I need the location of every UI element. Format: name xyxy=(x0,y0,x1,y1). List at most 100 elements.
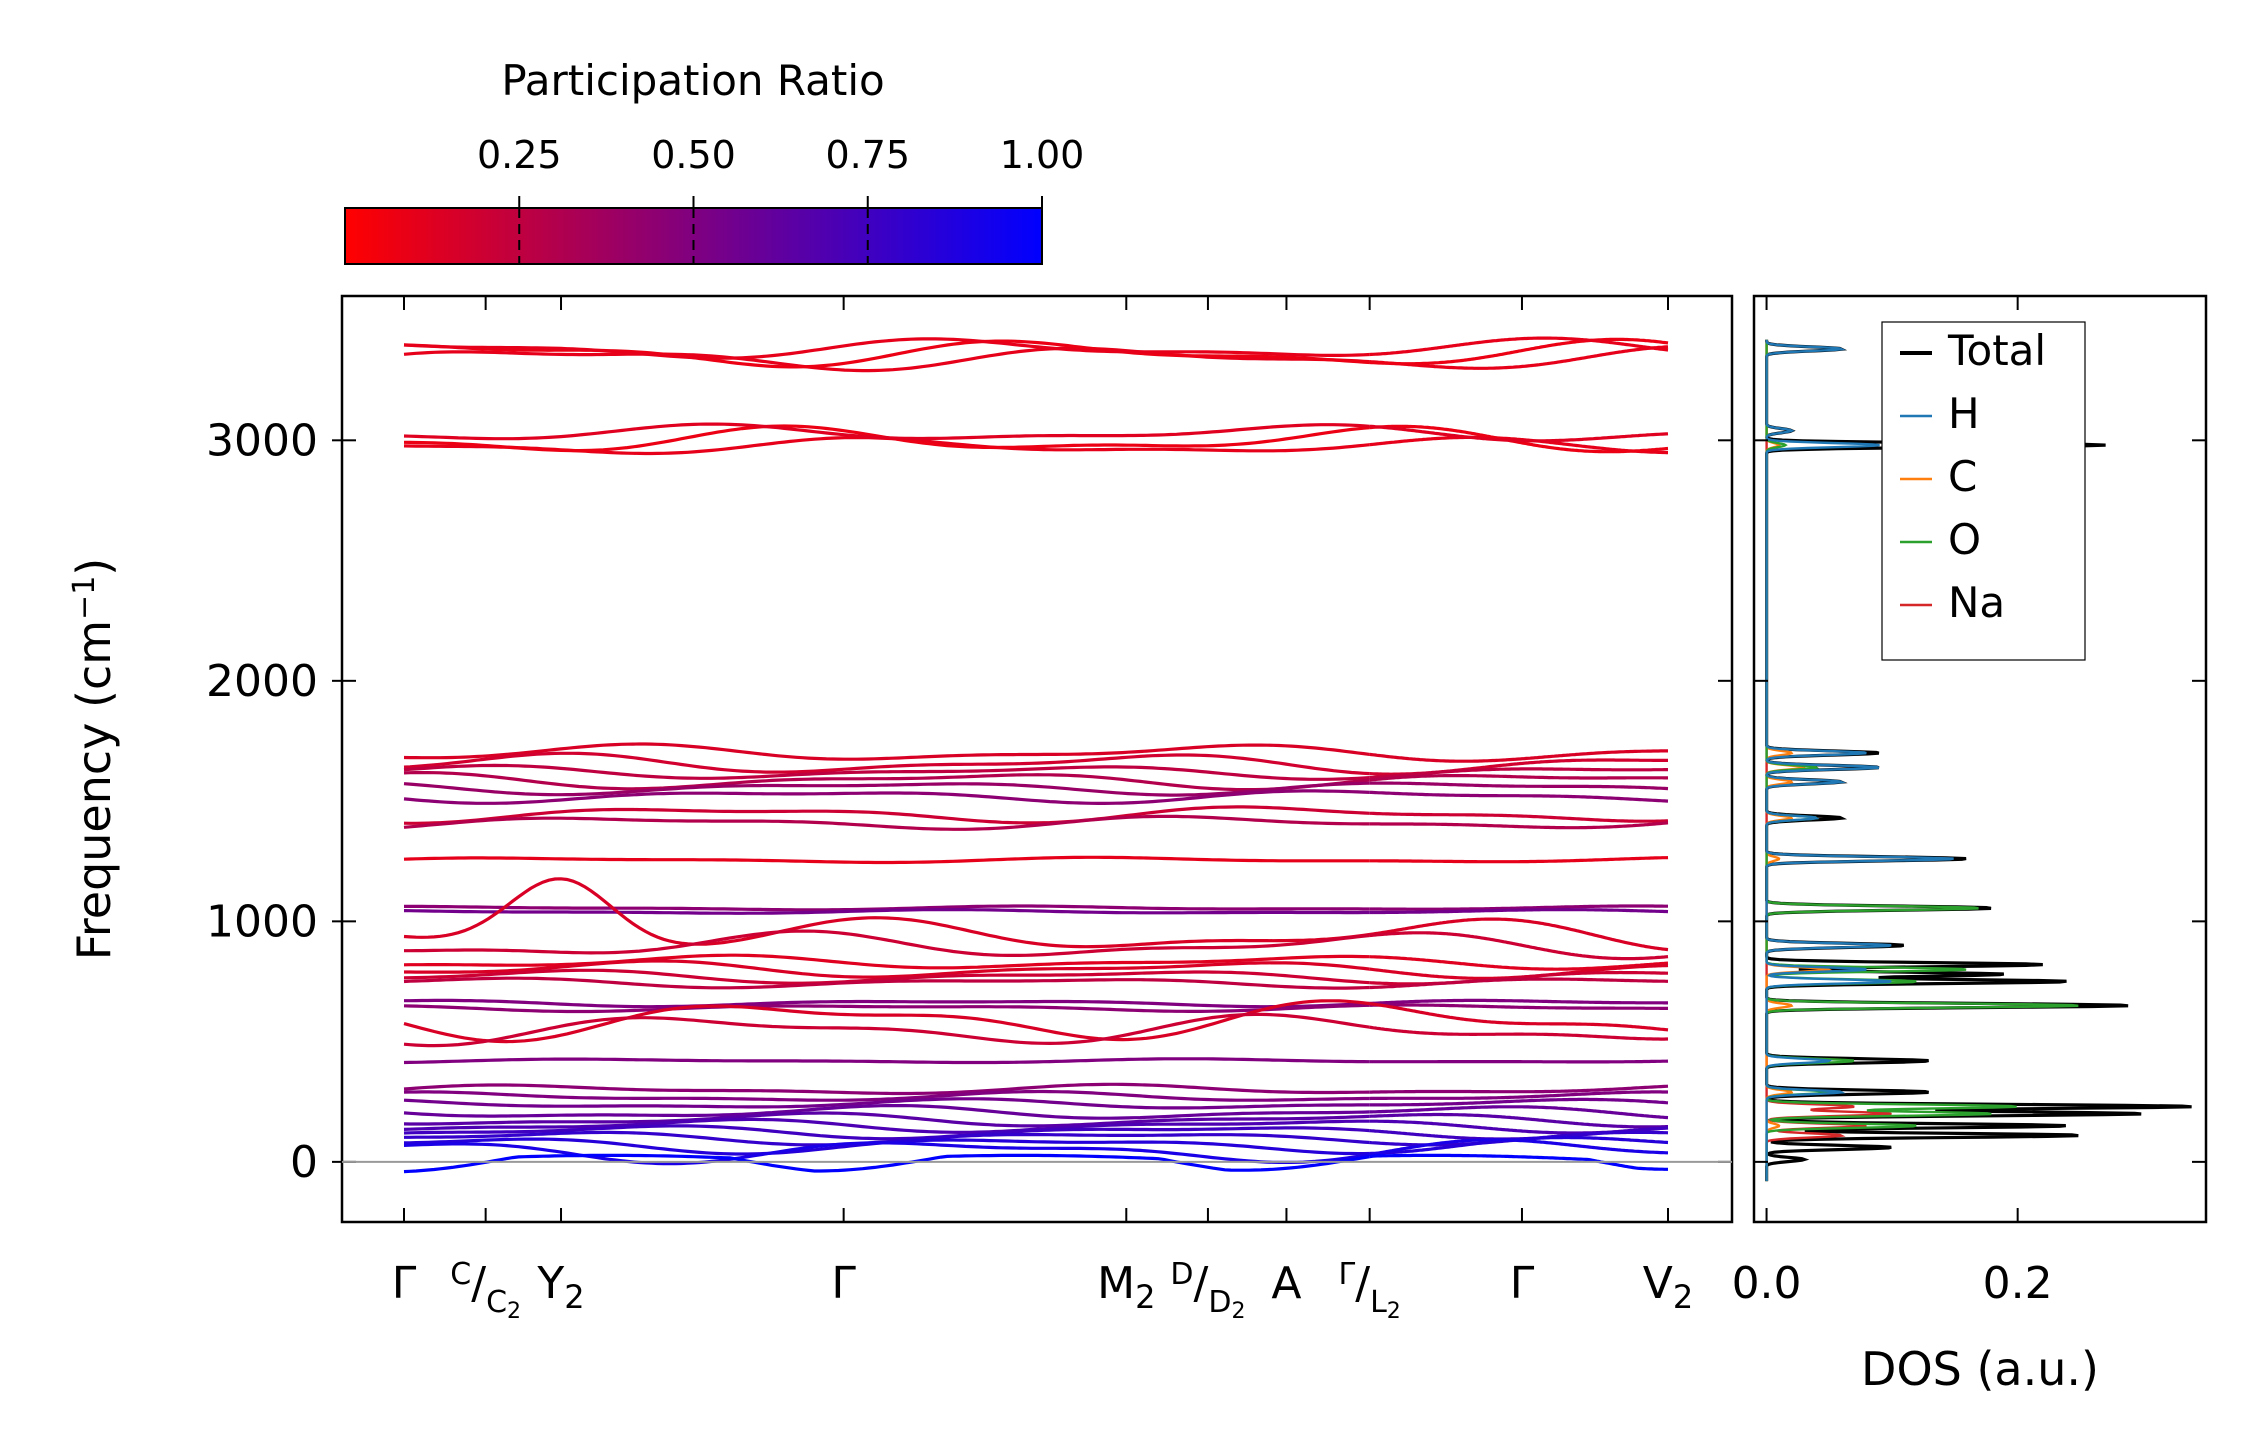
path-label-bottom: D xyxy=(1208,1285,1231,1320)
colorbar-tick-label: 0.50 xyxy=(651,133,736,177)
phonon-branch xyxy=(1369,336,1669,357)
phonon-branch xyxy=(1369,908,1669,915)
phonon-branch xyxy=(403,1111,1370,1128)
legend-label-o: O xyxy=(1948,515,1981,564)
phonon-branch xyxy=(403,1141,1370,1166)
phonon-branch xyxy=(1369,856,1669,864)
path-label-top: Γ xyxy=(1339,1257,1356,1292)
phonon-branch xyxy=(1369,931,1669,961)
path-label-bottom-subscript: 2 xyxy=(1231,1299,1245,1324)
y-axis-label-main: Frequency (cm xyxy=(67,620,121,960)
phonon-branch xyxy=(1369,1084,1669,1094)
phonon-branch xyxy=(1369,1003,1668,1010)
phonon-branch xyxy=(403,771,1370,792)
dos-panel: 0.0 0.2 DOS (a.u.) Total HCO Na xyxy=(1732,294,2208,1396)
dos-curve-h xyxy=(1765,339,1954,1182)
path-label: Γ/L2 xyxy=(1339,1257,1401,1324)
legend-label-h: H xyxy=(1948,389,1980,438)
path-label-top: D xyxy=(1170,1257,1193,1292)
path-label-slash: / xyxy=(471,1258,486,1309)
dos-legend: Total HCO Na xyxy=(1881,321,2086,661)
phonon-branch xyxy=(403,1097,1370,1110)
phonon-branch xyxy=(403,1057,1370,1065)
path-label-bottom: C xyxy=(486,1285,507,1320)
path-label-main: M xyxy=(1097,1258,1135,1309)
path-label: Γ xyxy=(392,1258,417,1309)
phonon-branch xyxy=(403,976,1370,990)
phonon-branch xyxy=(403,968,1370,985)
phonon-branch xyxy=(1369,337,1669,366)
y-axis-label-superscript: −1 xyxy=(67,576,102,620)
colorbar-tick-label: 1.00 xyxy=(1000,133,1085,177)
path-label: D/D2 xyxy=(1170,1257,1245,1324)
path-label-bottom-subscript: 2 xyxy=(507,1299,521,1324)
colorbar-tick-label: 0.25 xyxy=(477,133,562,177)
phonon-branch xyxy=(1369,977,1668,990)
colorbar-tick-label: 0.75 xyxy=(825,133,910,177)
phonon-branch xyxy=(1369,1059,1669,1064)
phonon-branch xyxy=(1369,1105,1669,1120)
phonon-branch xyxy=(1369,1097,1669,1107)
phonon-branch xyxy=(1369,345,1669,370)
path-label-main: V xyxy=(1643,1258,1673,1309)
legend-frame xyxy=(1881,321,2086,661)
path-label-subscript: 2 xyxy=(1135,1278,1155,1316)
phonon-branch xyxy=(404,929,1370,957)
y-tick-label: 0 xyxy=(290,1137,318,1188)
path-label: Γ xyxy=(1510,1258,1535,1309)
path-label: C/C2 xyxy=(450,1257,521,1324)
phonon-branch xyxy=(404,998,1370,1009)
path-label-main: Y xyxy=(536,1258,564,1309)
path-label-slash: / xyxy=(1194,1258,1209,1309)
y-tick-label: 2000 xyxy=(206,656,318,707)
phonon-branch xyxy=(1369,790,1669,803)
colorbar-label: Participation Ratio xyxy=(501,56,884,105)
phonon-branch xyxy=(1369,1025,1668,1041)
phonon-branch xyxy=(403,781,1370,797)
phonon-branch xyxy=(1369,1002,1669,1032)
phonon-branch xyxy=(403,999,1370,1044)
path-label-bottom: L xyxy=(1370,1285,1387,1320)
phonon-branch xyxy=(1369,1153,1668,1171)
phonon-branch xyxy=(403,1124,1370,1141)
path-label-subscript: 2 xyxy=(564,1278,584,1316)
phonon-branch xyxy=(1369,424,1669,454)
dos-frame xyxy=(1752,294,2208,1224)
phonon-branch xyxy=(403,814,1370,831)
phonon-branch xyxy=(1369,749,1668,763)
phonon-branch xyxy=(403,1117,1370,1135)
phonon-branch xyxy=(404,959,1370,979)
phonon-branch xyxy=(403,908,1370,915)
path-label: A xyxy=(1271,1258,1301,1309)
phonon-branch xyxy=(403,855,1370,865)
dos-x-tick-label: 0.2 xyxy=(1983,1258,2053,1309)
phonon-branch xyxy=(1369,424,1669,443)
phonon-branch xyxy=(1369,1112,1668,1129)
legend-label-na: Na xyxy=(1948,578,2005,627)
phonon-branch xyxy=(403,1003,1370,1014)
phonon-branch xyxy=(403,1153,1370,1174)
phonon-branch xyxy=(1369,781,1669,791)
phonon-branch xyxy=(403,953,1370,970)
phonon-branch xyxy=(403,789,1370,805)
phonon-branch xyxy=(403,1104,1370,1120)
dos-curve-na xyxy=(1765,339,1892,1182)
legend-label-c: C xyxy=(1948,452,1977,501)
path-label: Γ xyxy=(831,1258,856,1309)
phonon-branch xyxy=(403,1082,1370,1096)
path-label: V2 xyxy=(1643,1258,1693,1316)
phonon-branch xyxy=(403,337,1370,360)
phonon-branch xyxy=(1369,774,1668,782)
y-tick-label: 1000 xyxy=(206,896,318,947)
path-label: M2 xyxy=(1097,1258,1155,1316)
y-tick-label: 3000 xyxy=(206,415,318,466)
phonon-branch xyxy=(403,742,1370,761)
phonon-branch xyxy=(403,422,1370,441)
phonon-branch xyxy=(1369,821,1669,830)
phonon-branch xyxy=(1369,998,1668,1005)
phonon-branch xyxy=(403,805,1370,825)
y-axis-label-close: ) xyxy=(67,558,121,576)
legend-label-total: Total xyxy=(1947,326,2046,375)
